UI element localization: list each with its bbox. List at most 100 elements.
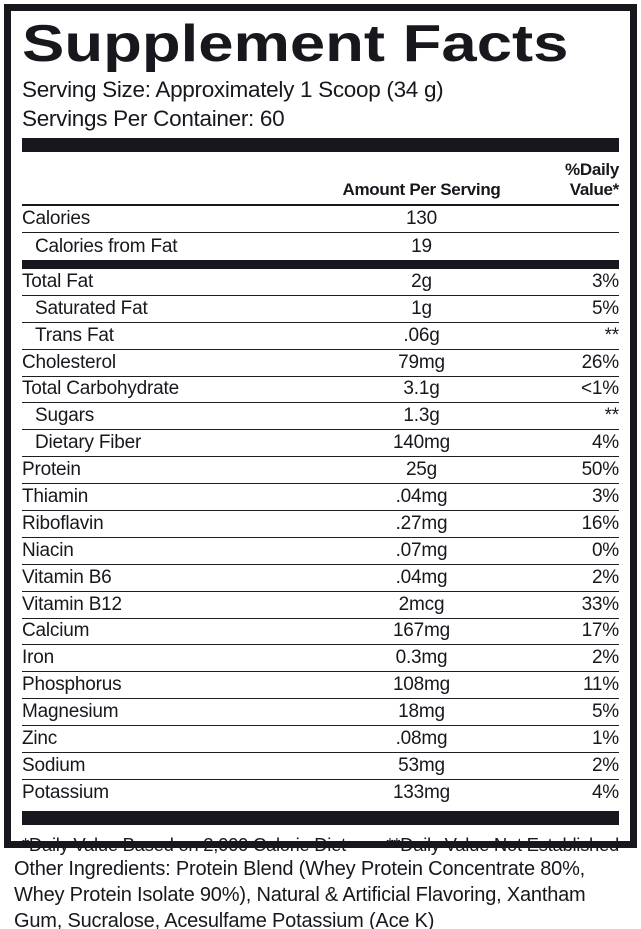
- nutrient-name: Riboflavin: [22, 512, 104, 534]
- nutrient-daily-value: 17%: [581, 620, 620, 642]
- nutrient-name: Dietary Fiber: [35, 432, 142, 454]
- divider-top-thick: [22, 138, 619, 153]
- nutrient-amount: .04mg: [395, 566, 448, 588]
- nutrient-daily-value: 50%: [581, 459, 620, 481]
- divider-calories-thick: [22, 259, 619, 269]
- nutrient-daily-value: <1%: [581, 378, 619, 400]
- nutrient-name: Potassium: [22, 782, 109, 804]
- nutrient-name: Vitamin B12: [22, 593, 122, 615]
- nutrient-name: Cholesterol: [22, 351, 116, 373]
- nutrient-amount: .04mg: [395, 486, 448, 508]
- table-row: Thiamin .04mg 3%: [22, 484, 619, 511]
- table-row: Iron 0.3mg 2%: [22, 645, 619, 673]
- nutrient-amount: 0.3mg: [395, 647, 448, 669]
- table-row: Calories 130: [22, 206, 619, 234]
- table-row: Niacin .07mg 0%: [22, 538, 619, 565]
- divider-bottom-thick: [22, 810, 619, 825]
- nutrient-name: Zinc: [22, 728, 58, 750]
- table-row: Calories from Fat 19: [22, 233, 619, 260]
- nutrient-name: Vitamin B6: [22, 566, 112, 588]
- table-row: Potassium 133mg 4%: [22, 780, 619, 807]
- supplement-label-page: Supplement Facts Serving Size: Approxima…: [0, 4, 641, 929]
- table-row: Zinc .08mg 1%: [22, 726, 619, 753]
- footnotes-row: *Daily Value Based on 2,000 Calorie Diet…: [22, 825, 619, 856]
- table-row: Vitamin B12 2mcg 33%: [22, 592, 619, 619]
- table-row: Total Fat 2g 3%: [22, 269, 619, 296]
- nutrient-name: Protein: [22, 459, 81, 481]
- nutrient-amount: 25g: [405, 459, 438, 481]
- nutrient-amount: 2g: [411, 270, 432, 292]
- supplement-facts-panel: Supplement Facts Serving Size: Approxima…: [4, 4, 637, 855]
- nutrient-amount: 1g: [411, 297, 432, 319]
- nutrient-amount: .07mg: [395, 539, 448, 561]
- nutrient-amount: 1.3g: [403, 405, 440, 427]
- nutrient-amount: 3.1g: [403, 378, 440, 400]
- serving-size-text: Serving Size: Approximately 1 Scoop (34 …: [22, 76, 444, 102]
- table-row: Dietary Fiber 140mg 4%: [22, 430, 619, 458]
- servings-per-container-text: Servings Per Container: 60: [22, 106, 285, 132]
- nutrient-daily-value: 33%: [581, 593, 620, 615]
- nutrient-amount: 140mg: [392, 432, 451, 454]
- nutrient-amount: .27mg: [395, 512, 448, 534]
- nutrient-amount: 167mg: [392, 620, 451, 642]
- nutrient-amount: 53mg: [398, 754, 445, 776]
- table-row: Phosphorus 108mg 11%: [22, 672, 619, 700]
- table-row: Magnesium 18mg 5%: [22, 699, 619, 727]
- table-row: Saturated Fat 1g 5%: [22, 296, 619, 323]
- nutrient-daily-value: 26%: [581, 351, 620, 373]
- table-row: Sugars 1.3g **: [22, 403, 620, 431]
- nutrient-amount: 18mg: [398, 701, 445, 723]
- nutrient-name: Magnesium: [22, 701, 119, 723]
- nutrient-daily-value: 2%: [591, 754, 619, 776]
- nutrient-amount: .08mg: [395, 728, 448, 750]
- table-row: Vitamin B6 .04mg 2%: [22, 565, 619, 592]
- nutrient-amount: 130: [405, 208, 438, 230]
- nutrient-name: Sugars: [35, 405, 95, 427]
- not-established-footnote: **Daily Value Not Established: [386, 833, 619, 855]
- table-row: Total Carbohydrate 3.1g <1%: [22, 377, 619, 404]
- nutrient-daily-value: 5%: [591, 701, 619, 723]
- table-row: Sodium 53mg 2%: [22, 753, 619, 780]
- table-row: Calcium 167mg 17%: [22, 619, 619, 646]
- table-row: Trans Fat .06g **: [22, 323, 619, 350]
- nutrient-daily-value: 4%: [591, 432, 619, 454]
- nutrient-daily-value: 2%: [591, 566, 619, 588]
- table-row: Cholesterol 79mg 26%: [22, 350, 619, 377]
- nutrient-name: Sodium: [22, 754, 86, 776]
- nutrients-section: Total Fat 2g 3% Saturated Fat 1g 5% Trans Fat.…: [22, 269, 619, 807]
- nutrient-name: Calories from Fat: [35, 235, 178, 257]
- nutrient-daily-value: 3%: [591, 270, 619, 292]
- nutrient-amount: 19: [411, 235, 432, 257]
- daily-value-column-header: %Daily Value*: [565, 160, 619, 200]
- nutrient-daily-value: 4%: [591, 782, 619, 804]
- nutrient-name: Calcium: [22, 620, 90, 642]
- nutrient-daily-value: 16%: [581, 512, 620, 534]
- nutrient-name: Phosphorus: [22, 674, 122, 696]
- nutrient-daily-value: 2%: [591, 647, 619, 669]
- nutrient-name: Trans Fat: [35, 324, 114, 346]
- nutrient-amount: 133mg: [392, 782, 451, 804]
- nutrient-name: Iron: [22, 647, 54, 669]
- amount-column-header: Amount Per Serving: [342, 180, 501, 200]
- nutrient-daily-value: **: [604, 405, 620, 427]
- nutrient-daily-value: 3%: [591, 486, 619, 508]
- nutrient-name: Calories: [22, 208, 91, 230]
- nutrient-daily-value: 1%: [591, 728, 619, 750]
- nutrient-amount: 79mg: [398, 351, 445, 373]
- nutrient-amount: 2mcg: [398, 593, 445, 615]
- nutrient-daily-value: **: [604, 324, 620, 346]
- other-ingredients-text: Other Ingredients: Protein Blend (Whey P…: [14, 858, 586, 929]
- calories-section: Calories 130 Calories from Fat 19: [22, 206, 619, 260]
- nutrient-name: Thiamin: [22, 486, 89, 508]
- column-headers: Amount Per Serving %Daily Value*: [22, 152, 619, 207]
- nutrient-daily-value: 5%: [591, 297, 619, 319]
- table-row: Riboflavin .27mg 16%: [22, 511, 619, 538]
- nutrient-daily-value: 0%: [591, 539, 619, 561]
- nutrient-amount: 108mg: [392, 674, 451, 696]
- nutrient-name: Niacin: [22, 539, 74, 561]
- daily-value-footnote: *Daily Value Based on 2,000 Calorie Diet: [22, 833, 346, 855]
- nutrient-daily-value: 11%: [582, 674, 619, 696]
- nutrient-name: Total Fat: [22, 270, 94, 292]
- panel-title: Supplement Facts: [22, 15, 569, 73]
- nutrient-amount: .06g: [403, 324, 440, 346]
